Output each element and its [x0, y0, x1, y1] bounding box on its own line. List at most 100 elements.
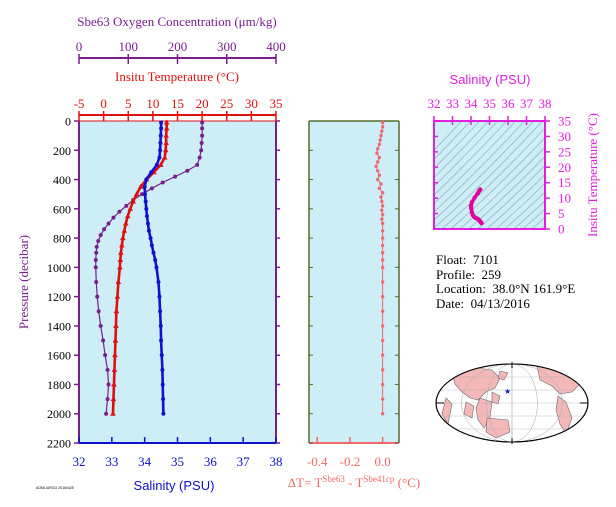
map-landmass	[463, 401, 475, 419]
profile-label: Profile:	[436, 266, 475, 282]
ts-x-tick-label: 38	[539, 96, 552, 111]
temperature-point	[127, 205, 134, 211]
salinity-point	[145, 221, 150, 226]
oxygen-point	[94, 250, 99, 255]
oxygen-point	[185, 168, 190, 173]
pressure-tick-label: 200	[53, 144, 71, 158]
pressure-tick-label: 2000	[47, 407, 71, 421]
delta-point	[380, 280, 385, 284]
ts-y-tick-label: 30	[558, 129, 571, 144]
oxygen-point	[94, 280, 99, 284]
salinity-point	[160, 367, 165, 372]
temperature-point	[163, 139, 169, 145]
delta-series-line	[375, 122, 384, 414]
pressure-tick-label: 600	[53, 202, 71, 216]
oxygen-point	[105, 397, 110, 402]
oxygen-point	[149, 186, 154, 191]
float-location-marker: ★	[504, 387, 511, 396]
oxygen-point	[106, 221, 111, 226]
ts-x-tick-label: 35	[483, 96, 496, 111]
location-label: Location:	[436, 281, 486, 296]
ts-x-tick-label: 36	[502, 96, 516, 111]
delta-point	[380, 221, 385, 226]
oxygen-point	[103, 353, 108, 358]
profile-panel: 0200400600800100012001400160018002000220…	[16, 14, 286, 493]
salinity-point	[144, 177, 149, 182]
ts-y-tick-label: 35	[558, 114, 571, 129]
date-line: Date: 04/13/2016	[436, 295, 575, 312]
salinity-point	[158, 309, 163, 314]
oxygen-series-line	[95, 122, 203, 414]
oxygen-point	[195, 162, 200, 167]
salinity-point	[159, 353, 164, 358]
temperature-tick-label: 5	[125, 96, 132, 111]
oxygen-point	[106, 382, 111, 387]
delta-point	[376, 169, 380, 173]
delta-axis-title-part: Sbe63	[322, 474, 345, 484]
salinity-point	[146, 228, 151, 233]
oxygen-point	[197, 155, 202, 160]
delta-point	[380, 229, 385, 233]
delta-x-tick-label: -0.4	[307, 454, 328, 469]
temperature-point	[163, 119, 170, 125]
date-value: 04/13/2016	[470, 295, 530, 311]
temperature-point	[133, 191, 140, 197]
delta-point	[375, 151, 379, 155]
pressure-tick-label: 1400	[47, 319, 71, 333]
pressure-tick-label: 400	[53, 173, 71, 187]
delta-axis-title-part: (°C)	[394, 475, 420, 490]
temperature-tick-label: 25	[220, 96, 233, 111]
date-label: Date:	[436, 295, 465, 311]
delta-point	[377, 142, 382, 147]
oxygen-point	[96, 309, 101, 314]
delta-t-panel: -0.4 -0.2 0.0 ΔT= TSbe63 - TSbe41cp (°C)	[288, 120, 420, 490]
delta-point	[379, 133, 383, 138]
delta-point	[380, 125, 385, 129]
temperature-tick-label: 20	[196, 96, 209, 111]
oxygen-point	[101, 338, 106, 343]
temperature-tick-label: 0	[100, 96, 107, 111]
salinity-point	[154, 265, 159, 270]
delta-axis-title-part: ΔT= T	[288, 475, 323, 490]
salinity-point	[149, 170, 154, 175]
delta-point	[380, 258, 385, 262]
map-land	[436, 364, 588, 442]
pressure-tick-label: 1600	[47, 349, 71, 363]
salinity-point	[156, 280, 161, 284]
isopycnal-line	[441, 127, 545, 229]
oxygen-point	[200, 120, 205, 125]
ts-x-tick-label: 32	[428, 96, 441, 111]
delta-point	[377, 173, 382, 177]
oxygen-point	[124, 203, 129, 208]
oxygen-tick-label: 0	[76, 39, 83, 54]
profile-value: 259	[481, 266, 502, 282]
temperature-tick-label: -5	[74, 96, 85, 111]
oxygen-tick-label: 100	[119, 39, 139, 54]
temperature-tick-label: 35	[270, 96, 283, 111]
ts-x-tick-label: 34	[465, 96, 479, 111]
oxygen-point	[104, 411, 109, 416]
salinity-tick-label: 37	[237, 454, 251, 469]
isopycnal-line	[531, 216, 545, 229]
location-line: Location: 38.0°N 161.9°E	[436, 281, 575, 297]
delta-point	[380, 382, 385, 387]
isopycnal-line	[522, 208, 545, 229]
salinity-point	[159, 338, 164, 343]
ts-y-tick-label: 20	[558, 160, 571, 175]
temperature-point	[122, 220, 129, 226]
map-landmass	[451, 366, 501, 401]
temperature-point	[113, 308, 120, 314]
isopycnal-line	[495, 182, 545, 229]
isopycnal-line	[540, 224, 545, 229]
delta-point	[380, 412, 385, 416]
delta-point	[380, 294, 385, 299]
delta-point	[380, 204, 385, 208]
oxygen-point	[95, 294, 100, 299]
oxygen-point	[140, 192, 145, 197]
delta-point	[380, 191, 385, 195]
delta-point	[377, 186, 382, 191]
oxygen-point	[98, 233, 103, 238]
temperature-point	[121, 227, 128, 233]
temperature-point	[157, 161, 164, 167]
delta-point	[379, 195, 383, 199]
